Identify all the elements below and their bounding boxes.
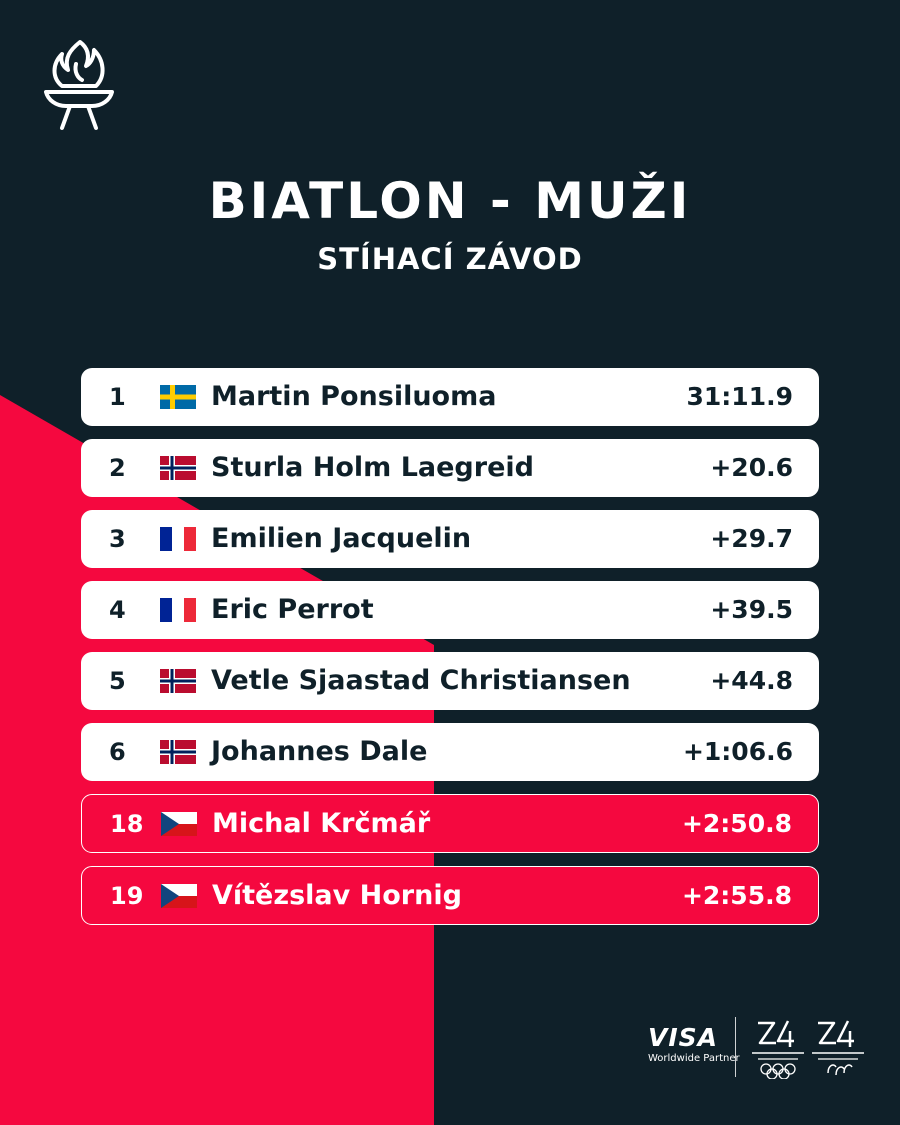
athlete-name: Sturla Holm Laegreid: [211, 452, 534, 483]
czech-flag-icon: [161, 812, 197, 836]
athlete-name: Martin Ponsiluoma: [211, 381, 497, 412]
athlete-name: Eric Perrot: [211, 594, 374, 625]
rank: 2: [109, 454, 126, 482]
norway-flag-icon: [160, 740, 196, 764]
result-time: +2:50.8: [681, 809, 792, 838]
rank: 18: [110, 810, 144, 838]
rank: 19: [110, 882, 144, 910]
rank: 5: [109, 667, 126, 695]
norway-flag-icon: [160, 456, 196, 480]
result-row: 5 Vetle Sjaastad Christiansen +44.8: [81, 652, 819, 710]
result-row: 3 Emilien Jacquelin +29.7: [81, 510, 819, 568]
visa-tagline: Worldwide Partner: [648, 1053, 740, 1064]
result-time: +29.7: [710, 524, 793, 553]
page-title: BIATLON - MUŽI: [208, 172, 692, 230]
sweden-flag-icon: [160, 385, 196, 409]
france-flag-icon: [160, 527, 196, 551]
athlete-name: Vetle Sjaastad Christiansen: [211, 665, 631, 696]
norway-flag-icon: [160, 669, 196, 693]
result-time: +39.5: [710, 595, 793, 624]
athlete-name: Vítězslav Hornig: [212, 880, 462, 911]
france-flag-icon: [160, 598, 196, 622]
rank: 6: [109, 738, 126, 766]
sponsor-divider: [735, 1017, 736, 1077]
result-row: 4 Eric Perrot +39.5: [81, 581, 819, 639]
result-row: 1 Martin Ponsiluoma 31:11.9: [81, 368, 819, 426]
torch-icon: [44, 40, 114, 130]
result-row: 2 Sturla Holm Laegreid +20.6: [81, 439, 819, 497]
czech-flag-icon: [161, 884, 197, 908]
sponsor-bar: VISA Worldwide Partner: [640, 1015, 870, 1085]
athlete-name: Emilien Jacquelin: [211, 523, 472, 554]
athlete-name: Michal Krčmář: [212, 808, 431, 839]
result-time: +2:55.8: [681, 881, 792, 910]
result-row-highlighted: 19 Vítězslav Hornig +2:55.8: [81, 866, 819, 925]
result-time: 31:11.9: [686, 382, 793, 411]
rank: 4: [109, 596, 126, 624]
page-subtitle: STÍHACÍ ZÁVOD: [317, 242, 583, 276]
results-list: 1 Martin Ponsiluoma 31:11.9 2 Sturla Hol…: [81, 368, 819, 938]
paralympic-games-logo-icon: [812, 1020, 864, 1076]
olympic-games-logo-icon: [752, 1020, 804, 1079]
result-row: 6 Johannes Dale +1:06.6: [81, 723, 819, 781]
rank: 3: [109, 525, 126, 553]
athlete-name: Johannes Dale: [211, 736, 428, 767]
result-time: +1:06.6: [682, 737, 793, 766]
rank: 1: [109, 383, 126, 411]
result-time: +20.6: [710, 453, 793, 482]
result-time: +44.8: [710, 666, 793, 695]
visa-logo: VISA: [648, 1023, 719, 1052]
result-row-highlighted: 18 Michal Krčmář +2:50.8: [81, 794, 819, 853]
